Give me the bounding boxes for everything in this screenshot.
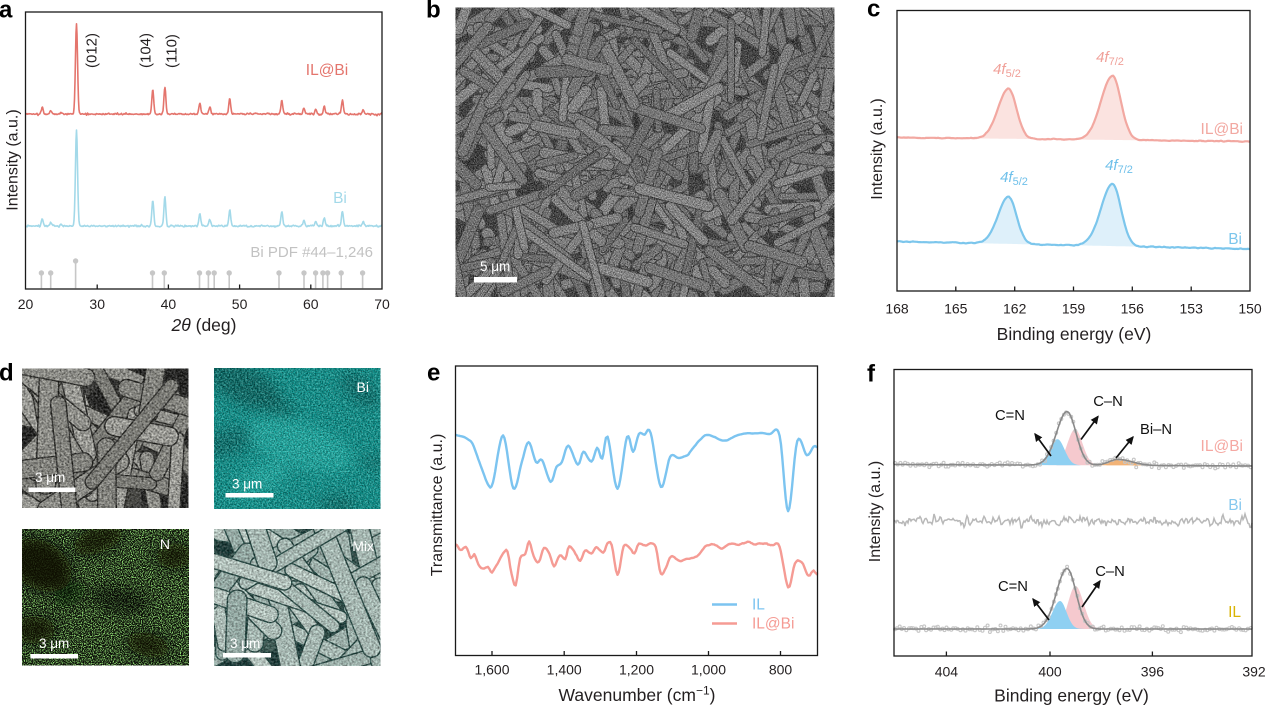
svg-text:Intensity (a.u.): Intensity (a.u.) [869, 98, 886, 199]
svg-text:a: a [0, 0, 13, 24]
svg-text:3 μm: 3 μm [39, 636, 69, 651]
svg-text:IL@Bi: IL@Bi [1201, 121, 1243, 138]
svg-text:(104): (104) [138, 33, 155, 68]
svg-text:60: 60 [303, 296, 319, 312]
svg-text:4f7/2: 4f7/2 [1105, 157, 1133, 176]
svg-text:C=N: C=N [998, 579, 1028, 595]
svg-text:Mix: Mix [352, 538, 374, 554]
svg-text:Transmittance (a.u.): Transmittance (a.u.) [429, 434, 446, 577]
svg-text:Bi–N: Bi–N [1140, 422, 1172, 438]
svg-text:165: 165 [944, 301, 968, 317]
svg-text:153: 153 [1180, 301, 1204, 317]
svg-text:Binding energy (eV): Binding energy (eV) [997, 324, 1152, 344]
svg-text:Intensity (a.u.): Intensity (a.u.) [867, 461, 884, 562]
svg-text:Intensity (a.u.): Intensity (a.u.) [5, 109, 22, 210]
svg-text:1,000: 1,000 [691, 662, 726, 678]
svg-text:40: 40 [161, 296, 177, 312]
svg-text:396: 396 [1141, 664, 1165, 680]
svg-text:c: c [867, 0, 880, 23]
svg-text:150: 150 [1238, 301, 1262, 317]
svg-text:C–N: C–N [1095, 564, 1125, 580]
svg-text:1,400: 1,400 [547, 662, 582, 678]
svg-text:30: 30 [89, 296, 105, 312]
svg-text:Bi PDF #44–1,246: Bi PDF #44–1,246 [250, 244, 373, 261]
svg-text:800: 800 [769, 662, 793, 678]
svg-text:Wavenumber (cm−1): Wavenumber (cm−1) [559, 684, 716, 706]
svg-text:3 μm: 3 μm [35, 470, 65, 485]
svg-text:Bi: Bi [1228, 497, 1242, 514]
svg-text:(012): (012) [84, 33, 101, 68]
svg-text:N: N [160, 536, 170, 552]
svg-text:4f7/2: 4f7/2 [1096, 49, 1124, 68]
svg-text:(110): (110) [164, 34, 181, 68]
svg-text:IL: IL [1228, 604, 1241, 621]
svg-text:Bi: Bi [333, 190, 347, 207]
svg-text:1,600: 1,600 [474, 662, 509, 678]
svg-text:C=N: C=N [995, 408, 1025, 424]
svg-text:d: d [0, 360, 14, 387]
svg-text:C–N: C–N [1093, 394, 1123, 410]
svg-text:IL@Bi: IL@Bi [752, 616, 794, 633]
svg-text:162: 162 [1003, 301, 1027, 317]
svg-text:IL@Bi: IL@Bi [1201, 438, 1243, 455]
svg-text:Bi: Bi [1228, 231, 1242, 248]
svg-text:4f5/2: 4f5/2 [993, 61, 1021, 80]
svg-text:2θ (deg): 2θ (deg) [171, 315, 237, 335]
svg-text:4f5/2: 4f5/2 [1000, 169, 1028, 188]
svg-text:1,200: 1,200 [619, 662, 654, 678]
svg-text:156: 156 [1121, 301, 1145, 317]
svg-text:70: 70 [374, 296, 390, 312]
svg-text:b: b [426, 0, 441, 24]
svg-text:IL@Bi: IL@Bi [306, 62, 348, 79]
svg-text:159: 159 [1062, 301, 1086, 317]
svg-text:IL: IL [752, 597, 765, 614]
svg-text:50: 50 [232, 296, 248, 312]
svg-text:404: 404 [935, 664, 959, 680]
svg-text:f: f [867, 361, 876, 388]
svg-text:20: 20 [18, 296, 34, 312]
svg-text:3 μm: 3 μm [230, 636, 260, 651]
svg-text:e: e [427, 360, 440, 387]
svg-text:5 μm: 5 μm [480, 259, 510, 274]
svg-text:168: 168 [885, 301, 909, 317]
svg-text:3 μm: 3 μm [232, 477, 262, 492]
svg-text:392: 392 [1242, 664, 1266, 680]
svg-text:Bi: Bi [357, 379, 369, 395]
svg-text:400: 400 [1038, 664, 1062, 680]
svg-text:Binding energy (eV): Binding energy (eV) [994, 686, 1149, 706]
